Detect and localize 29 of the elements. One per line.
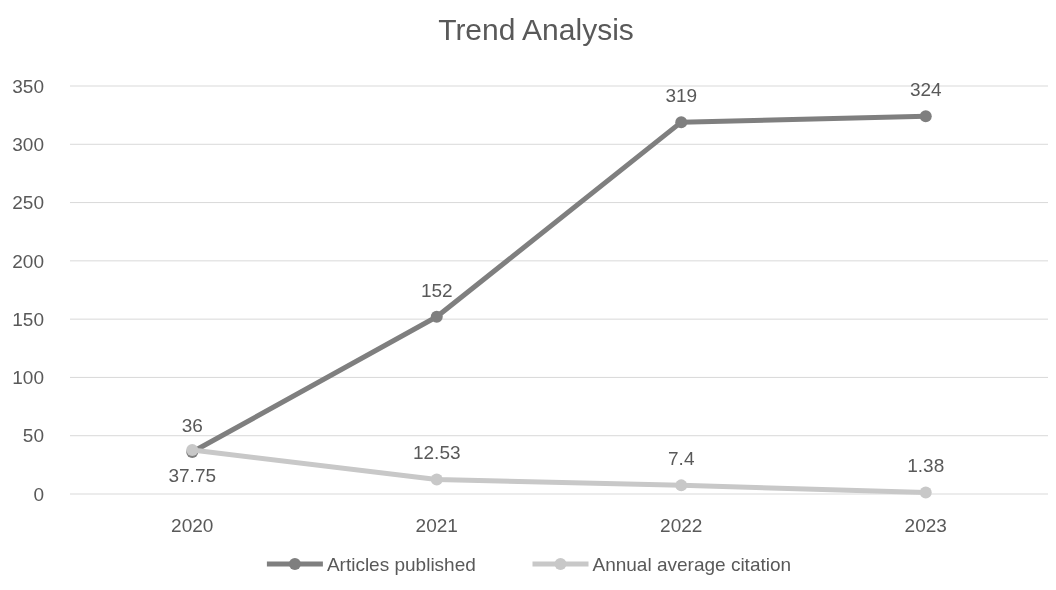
- data-label: 324: [909, 79, 943, 101]
- data-label: 7.4: [668, 448, 695, 470]
- y-tick-label: 250: [12, 192, 44, 214]
- point: [430, 473, 443, 486]
- y-tick-label: 350: [12, 75, 44, 97]
- legend-label: Annual average citation: [592, 553, 792, 575]
- y-tick-label: 0: [33, 483, 44, 505]
- point: [675, 479, 688, 492]
- data-label: 37.75: [168, 464, 217, 486]
- y-tick-label: 200: [12, 250, 44, 272]
- data-label: 12.53: [412, 442, 461, 464]
- point: [919, 486, 932, 499]
- y-tick-label: 300: [12, 133, 44, 155]
- x-tick-label: 2020: [171, 515, 214, 536]
- x-tick-label: 2023: [904, 515, 947, 536]
- legend-label: Articles published: [326, 553, 476, 575]
- y-tick-label: 150: [12, 308, 44, 330]
- point: [919, 110, 932, 123]
- data-label: 319: [665, 85, 698, 107]
- data-label: 36: [181, 415, 203, 437]
- point: [675, 116, 688, 129]
- data-label: 152: [420, 279, 453, 301]
- y-tick-label: 50: [22, 425, 44, 447]
- chart-title: Trend Analysis: [438, 13, 634, 46]
- y-tick-label: 100: [12, 367, 44, 389]
- data-label: 1.38: [907, 455, 945, 477]
- x-tick-label: 2021: [415, 515, 458, 536]
- x-tick-label: 2022: [660, 515, 703, 536]
- point: [430, 310, 443, 323]
